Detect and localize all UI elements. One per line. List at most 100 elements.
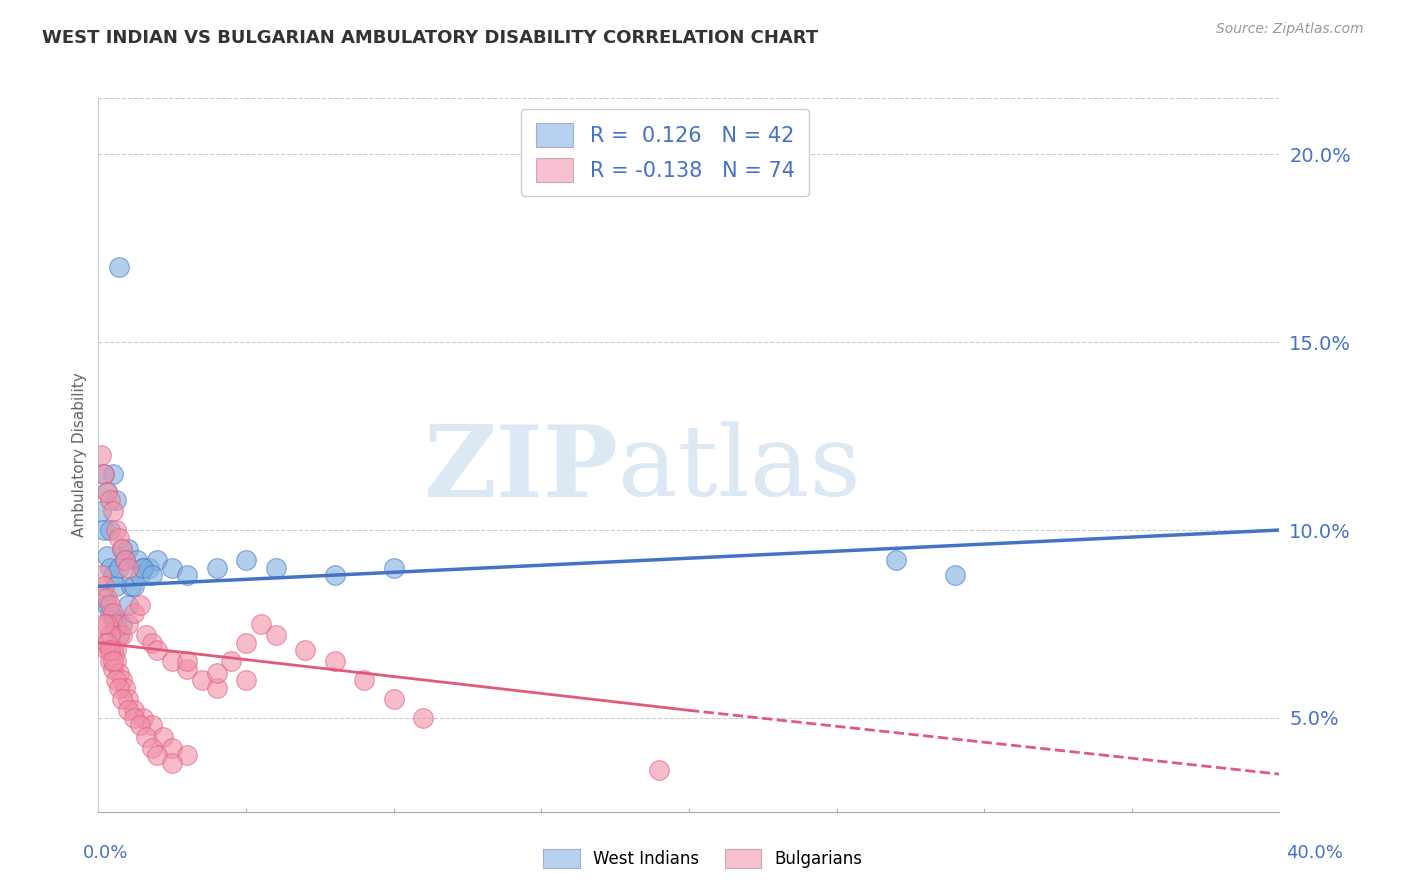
Point <box>235 553 257 567</box>
Point <box>146 748 169 763</box>
Point <box>98 628 121 642</box>
Point <box>108 628 131 642</box>
Point <box>146 553 169 567</box>
Point <box>93 616 115 631</box>
Point <box>323 568 346 582</box>
Point <box>162 655 183 669</box>
Point <box>108 681 131 695</box>
Point <box>176 748 198 763</box>
Point <box>152 730 174 744</box>
Point <box>114 553 136 567</box>
Point <box>117 703 139 717</box>
Point <box>111 616 134 631</box>
Point <box>162 740 183 755</box>
Point <box>382 560 405 574</box>
Point <box>205 560 228 574</box>
Legend: R =  0.126   N = 42, R = -0.138   N = 74: R = 0.126 N = 42, R = -0.138 N = 74 <box>522 109 810 196</box>
Point <box>98 493 121 508</box>
Point <box>111 673 134 688</box>
Point <box>90 448 112 462</box>
Point <box>264 628 287 642</box>
Point <box>412 711 434 725</box>
Y-axis label: Ambulatory Disability: Ambulatory Disability <box>72 373 87 537</box>
Point <box>205 665 228 680</box>
Point <box>96 616 118 631</box>
Text: 0.0%: 0.0% <box>83 844 128 862</box>
Point <box>108 560 131 574</box>
Point <box>122 703 145 717</box>
Point <box>105 523 128 537</box>
Point <box>648 764 671 778</box>
Point <box>98 598 121 612</box>
Point <box>125 553 148 567</box>
Point <box>93 579 115 593</box>
Point <box>128 598 150 612</box>
Point <box>117 541 139 556</box>
Point <box>105 621 128 635</box>
Point <box>96 485 118 500</box>
Point <box>382 692 405 706</box>
Point <box>108 260 131 274</box>
Point <box>191 673 214 688</box>
Point <box>103 568 125 582</box>
Point <box>235 636 257 650</box>
Point <box>146 643 169 657</box>
Point <box>250 616 273 631</box>
Point <box>132 560 155 574</box>
Point <box>93 523 115 537</box>
Point <box>128 568 150 582</box>
Point <box>96 549 118 564</box>
Point <box>96 636 118 650</box>
Point <box>114 553 136 567</box>
Point <box>90 568 112 582</box>
Point <box>132 711 155 725</box>
Point <box>103 467 125 481</box>
Point <box>141 568 163 582</box>
Point <box>98 643 121 657</box>
Point <box>120 579 142 593</box>
Point <box>108 628 131 642</box>
Point <box>323 655 346 669</box>
Point <box>132 560 155 574</box>
Point <box>122 606 145 620</box>
Text: 40.0%: 40.0% <box>1286 844 1343 862</box>
Point <box>264 560 287 574</box>
Text: atlas: atlas <box>619 421 860 517</box>
Point <box>103 606 125 620</box>
Point <box>93 591 115 605</box>
Point <box>111 541 134 556</box>
Point <box>135 628 157 642</box>
Point <box>235 673 257 688</box>
Point <box>176 655 198 669</box>
Point <box>98 523 121 537</box>
Point <box>98 606 121 620</box>
Point <box>141 718 163 732</box>
Point <box>128 718 150 732</box>
Point <box>221 655 243 669</box>
Point <box>111 541 134 556</box>
Point <box>205 681 228 695</box>
Point <box>93 467 115 481</box>
Point <box>93 467 115 481</box>
Point <box>96 598 118 612</box>
Text: Source: ZipAtlas.com: Source: ZipAtlas.com <box>1216 22 1364 37</box>
Point <box>117 692 139 706</box>
Point <box>162 560 183 574</box>
Point <box>105 616 128 631</box>
Point <box>176 662 198 676</box>
Point <box>162 756 183 770</box>
Point <box>93 636 115 650</box>
Point <box>105 655 128 669</box>
Legend: West Indians, Bulgarians: West Indians, Bulgarians <box>537 843 869 875</box>
Point <box>117 616 139 631</box>
Point <box>141 740 163 755</box>
Point <box>103 504 125 518</box>
Point <box>98 560 121 574</box>
Point <box>111 628 134 642</box>
Point <box>114 681 136 695</box>
Point <box>943 568 966 582</box>
Point <box>96 485 118 500</box>
Point <box>98 655 121 669</box>
Point <box>117 560 139 574</box>
Point <box>135 730 157 744</box>
